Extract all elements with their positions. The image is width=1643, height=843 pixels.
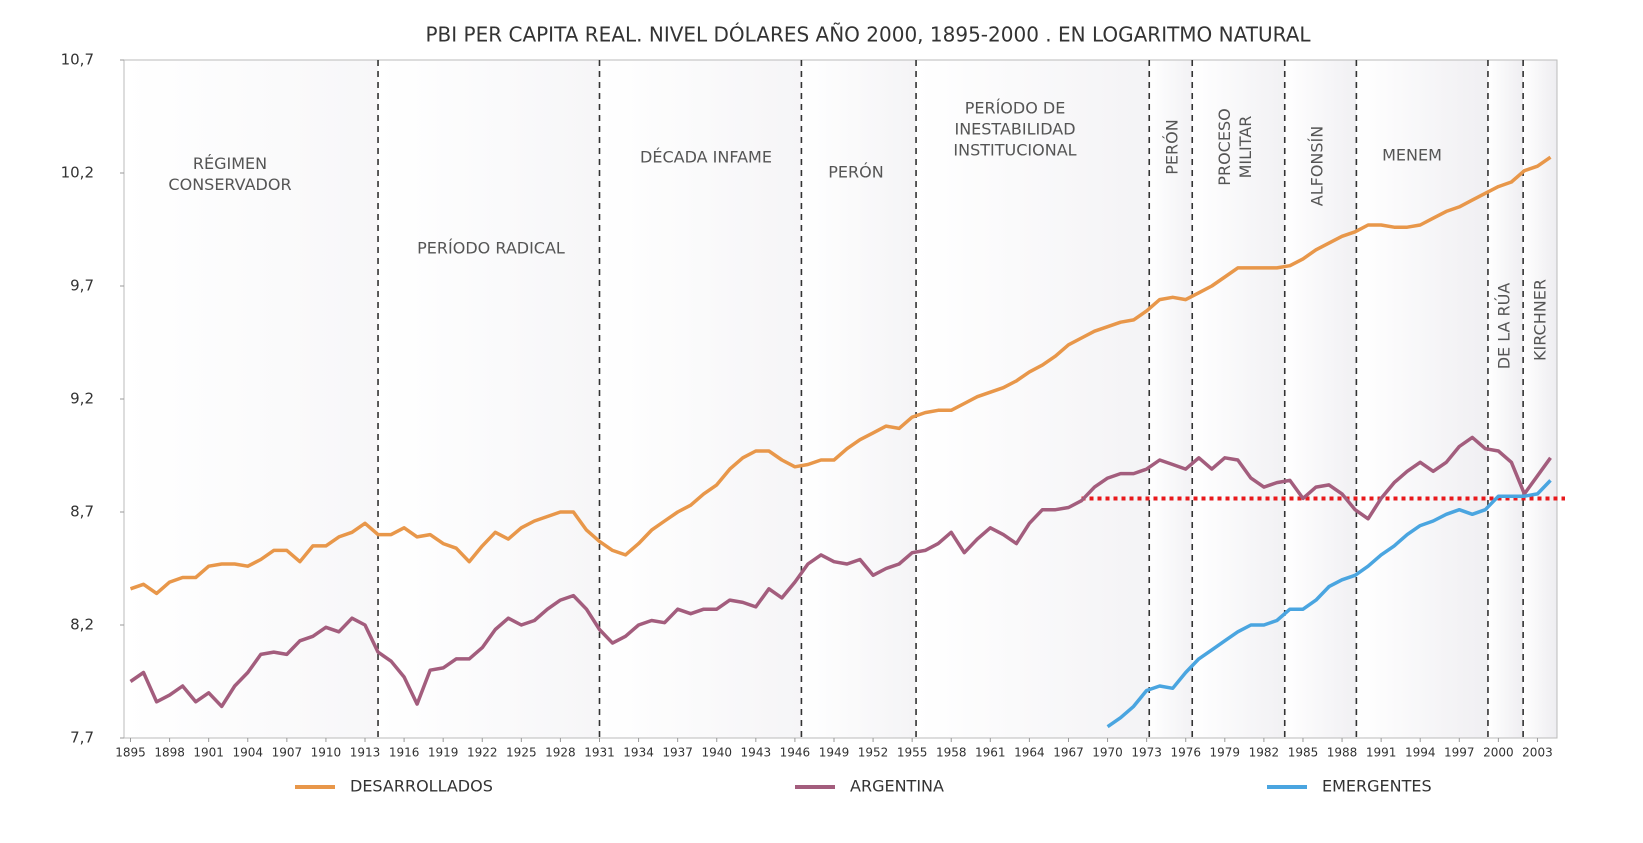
- x-tick-label: 2000: [1483, 746, 1514, 760]
- period-shade: [1284, 60, 1357, 738]
- legend-label: EMERGENTES: [1322, 777, 1432, 796]
- x-tick-label: 1949: [819, 746, 850, 760]
- x-tick-label: 1922: [467, 746, 498, 760]
- x-tick-label: 1970: [1092, 746, 1123, 760]
- x-tick-label: 1895: [115, 746, 146, 760]
- x-tick-label: 1955: [897, 746, 928, 760]
- x-tick-label: 1928: [545, 746, 576, 760]
- x-tick-label: 1910: [311, 746, 342, 760]
- legend-label: ARGENTINA: [850, 777, 944, 796]
- legend-label: DESARROLLADOS: [350, 777, 493, 796]
- x-tick-label: 1934: [623, 746, 654, 760]
- y-tick-label: 10,2: [61, 164, 94, 182]
- x-tick-label: 2003: [1522, 746, 1553, 760]
- period-label: PROCESO: [1215, 108, 1234, 185]
- x-tick-label: 1994: [1405, 746, 1436, 760]
- y-tick-label: 9,7: [70, 277, 94, 295]
- x-tick-label: 1907: [272, 746, 303, 760]
- x-tick-label: 1946: [780, 746, 811, 760]
- period-shade: [1192, 60, 1285, 738]
- period-shade: [378, 60, 600, 738]
- period-label: KIRCHNER: [1531, 279, 1550, 361]
- x-tick-label: 1982: [1249, 746, 1280, 760]
- period-label: DÉCADA INFAME: [640, 148, 772, 167]
- x-tick-label: 1925: [506, 746, 537, 760]
- period-label: INESTABILIDAD: [954, 120, 1075, 139]
- period-label: RÉGIMEN: [193, 154, 267, 173]
- period-label: PERÍODO DE: [965, 99, 1066, 118]
- y-tick-label: 9,2: [70, 390, 94, 408]
- x-tick-label: 1904: [232, 746, 263, 760]
- x-tick-label: 1952: [858, 746, 889, 760]
- chart-title: PBI PER CAPITA REAL. NIVEL DÓLARES AÑO 2…: [425, 23, 1311, 47]
- x-tick-label: 1967: [1053, 746, 1084, 760]
- y-tick-label: 8,7: [70, 503, 94, 521]
- x-tick-label: 1913: [350, 746, 381, 760]
- x-tick-label: 1976: [1170, 746, 1201, 760]
- series-line: [1106, 479, 1552, 729]
- x-tick-label: 1958: [936, 746, 967, 760]
- x-tick-label: 1973: [1131, 746, 1162, 760]
- period-label: MENEM: [1382, 146, 1442, 165]
- y-tick-label: 8,2: [70, 616, 94, 634]
- period-label: MILITAR: [1236, 116, 1255, 179]
- x-tick-label: 1901: [193, 746, 224, 760]
- x-tick-label: 1940: [701, 746, 732, 760]
- x-tick-label: 1937: [662, 746, 693, 760]
- y-tick-label: 7,7: [70, 729, 94, 747]
- period-label: ALFONSÍN: [1308, 126, 1327, 206]
- series-line: [129, 155, 1552, 596]
- x-tick-label: 1979: [1210, 746, 1241, 760]
- x-tick-label: 1943: [741, 746, 772, 760]
- series-line: [129, 435, 1552, 709]
- x-tick-label: 1919: [428, 746, 459, 760]
- period-shade: [801, 60, 917, 738]
- x-tick-label: 1964: [1014, 746, 1045, 760]
- period-shade: [1149, 60, 1193, 738]
- x-tick-label: 1991: [1366, 746, 1397, 760]
- x-tick-label: 1931: [584, 746, 615, 760]
- period-shade: [1356, 60, 1488, 738]
- period-label: DE LA RÚA: [1495, 283, 1514, 370]
- period-shade: [916, 60, 1150, 738]
- period-label: CONSERVADOR: [168, 175, 291, 194]
- y-tick-label: 10,7: [61, 51, 94, 69]
- x-tick-label: 1985: [1288, 746, 1319, 760]
- period-label: PERÓN: [1163, 119, 1182, 174]
- period-shade: [1487, 60, 1524, 738]
- period-label: PERÓN: [828, 163, 883, 182]
- period-shade: [1523, 60, 1557, 738]
- period-shade: [124, 60, 379, 738]
- x-tick-label: 1898: [154, 746, 185, 760]
- period-shade: [599, 60, 802, 738]
- x-tick-label: 1961: [975, 746, 1006, 760]
- x-tick-label: 1916: [389, 746, 420, 760]
- period-label: PERÍODO RADICAL: [417, 239, 565, 258]
- period-label: INSTITUCIONAL: [953, 141, 1076, 160]
- x-tick-label: 1997: [1444, 746, 1475, 760]
- x-tick-label: 1988: [1327, 746, 1358, 760]
